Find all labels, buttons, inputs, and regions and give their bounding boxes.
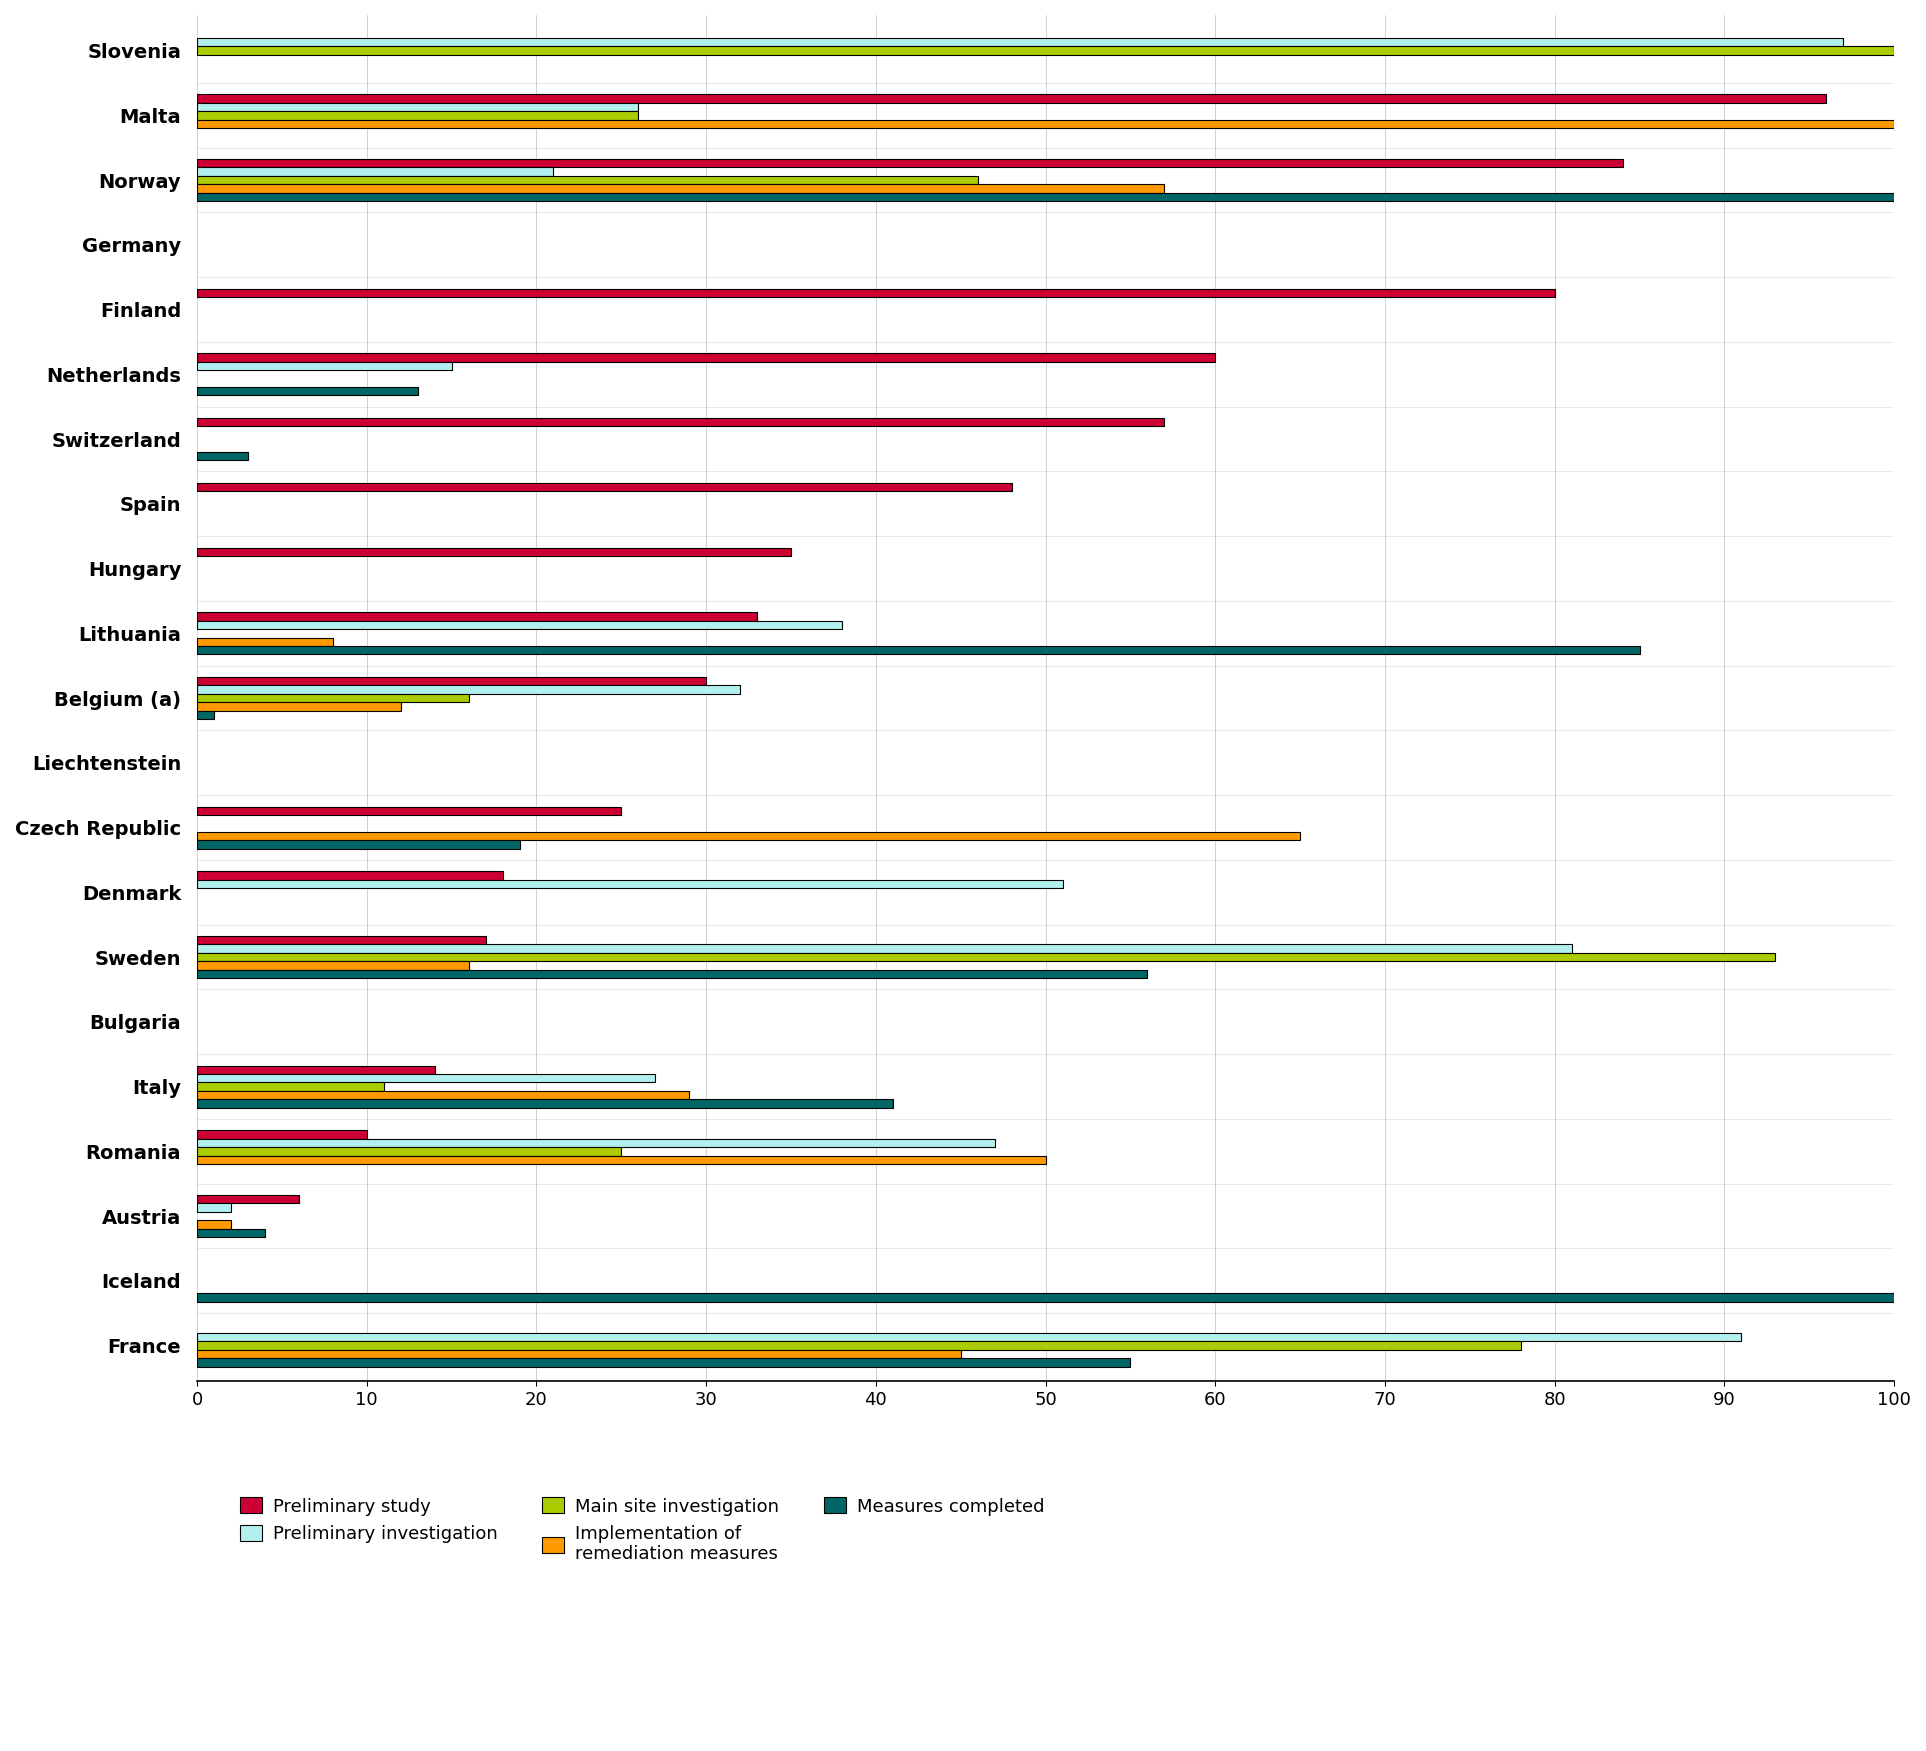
Bar (196, 1073, 655, 1082)
Bar (196, 702, 401, 711)
Bar (196, 944, 1572, 953)
Bar (196, 937, 485, 944)
Bar (196, 970, 1148, 979)
Bar (196, 548, 792, 557)
Bar (196, 159, 1622, 168)
Bar (196, 1066, 435, 1073)
Bar (196, 1220, 231, 1229)
Bar (196, 1147, 622, 1156)
Bar (196, 678, 707, 685)
Bar (196, 1359, 1131, 1366)
Bar (196, 711, 214, 720)
Bar (196, 103, 638, 110)
Bar (196, 1131, 366, 1138)
Bar (196, 879, 1063, 888)
Bar (196, 1350, 961, 1359)
Bar (196, 1156, 1046, 1164)
Bar (196, 1203, 231, 1212)
Bar (196, 1194, 299, 1203)
Bar (196, 637, 333, 646)
Bar (196, 110, 638, 119)
Bar (196, 646, 1639, 655)
Bar (196, 1138, 994, 1147)
Bar (196, 452, 248, 461)
Bar (196, 693, 468, 702)
Bar (196, 961, 468, 970)
Bar (196, 175, 978, 184)
Bar (196, 483, 1011, 492)
Bar (196, 47, 1893, 54)
Bar (196, 613, 757, 620)
Bar (196, 1294, 1893, 1301)
Bar (196, 1082, 383, 1091)
Bar (196, 354, 1215, 362)
Bar (196, 872, 503, 879)
Bar (196, 1229, 266, 1238)
Bar (196, 39, 1843, 47)
Bar (196, 184, 1165, 193)
Bar (196, 1341, 1522, 1350)
Bar (196, 95, 1826, 103)
Bar (196, 953, 1776, 961)
Bar (196, 362, 451, 369)
Bar (196, 193, 1893, 201)
Bar (196, 1091, 690, 1100)
Bar (196, 289, 1554, 298)
Bar (196, 418, 1165, 427)
Bar (196, 168, 553, 175)
Bar (196, 807, 622, 814)
Legend: Preliminary study, Preliminary investigation, Main site investigation, Implement: Preliminary study, Preliminary investiga… (241, 1497, 1044, 1564)
Bar (196, 685, 740, 693)
Bar (196, 119, 1893, 128)
Bar (196, 832, 1300, 840)
Bar (196, 620, 842, 629)
Bar (196, 1100, 894, 1108)
Bar (196, 840, 520, 849)
Bar (196, 1333, 1741, 1341)
Bar (196, 387, 418, 396)
